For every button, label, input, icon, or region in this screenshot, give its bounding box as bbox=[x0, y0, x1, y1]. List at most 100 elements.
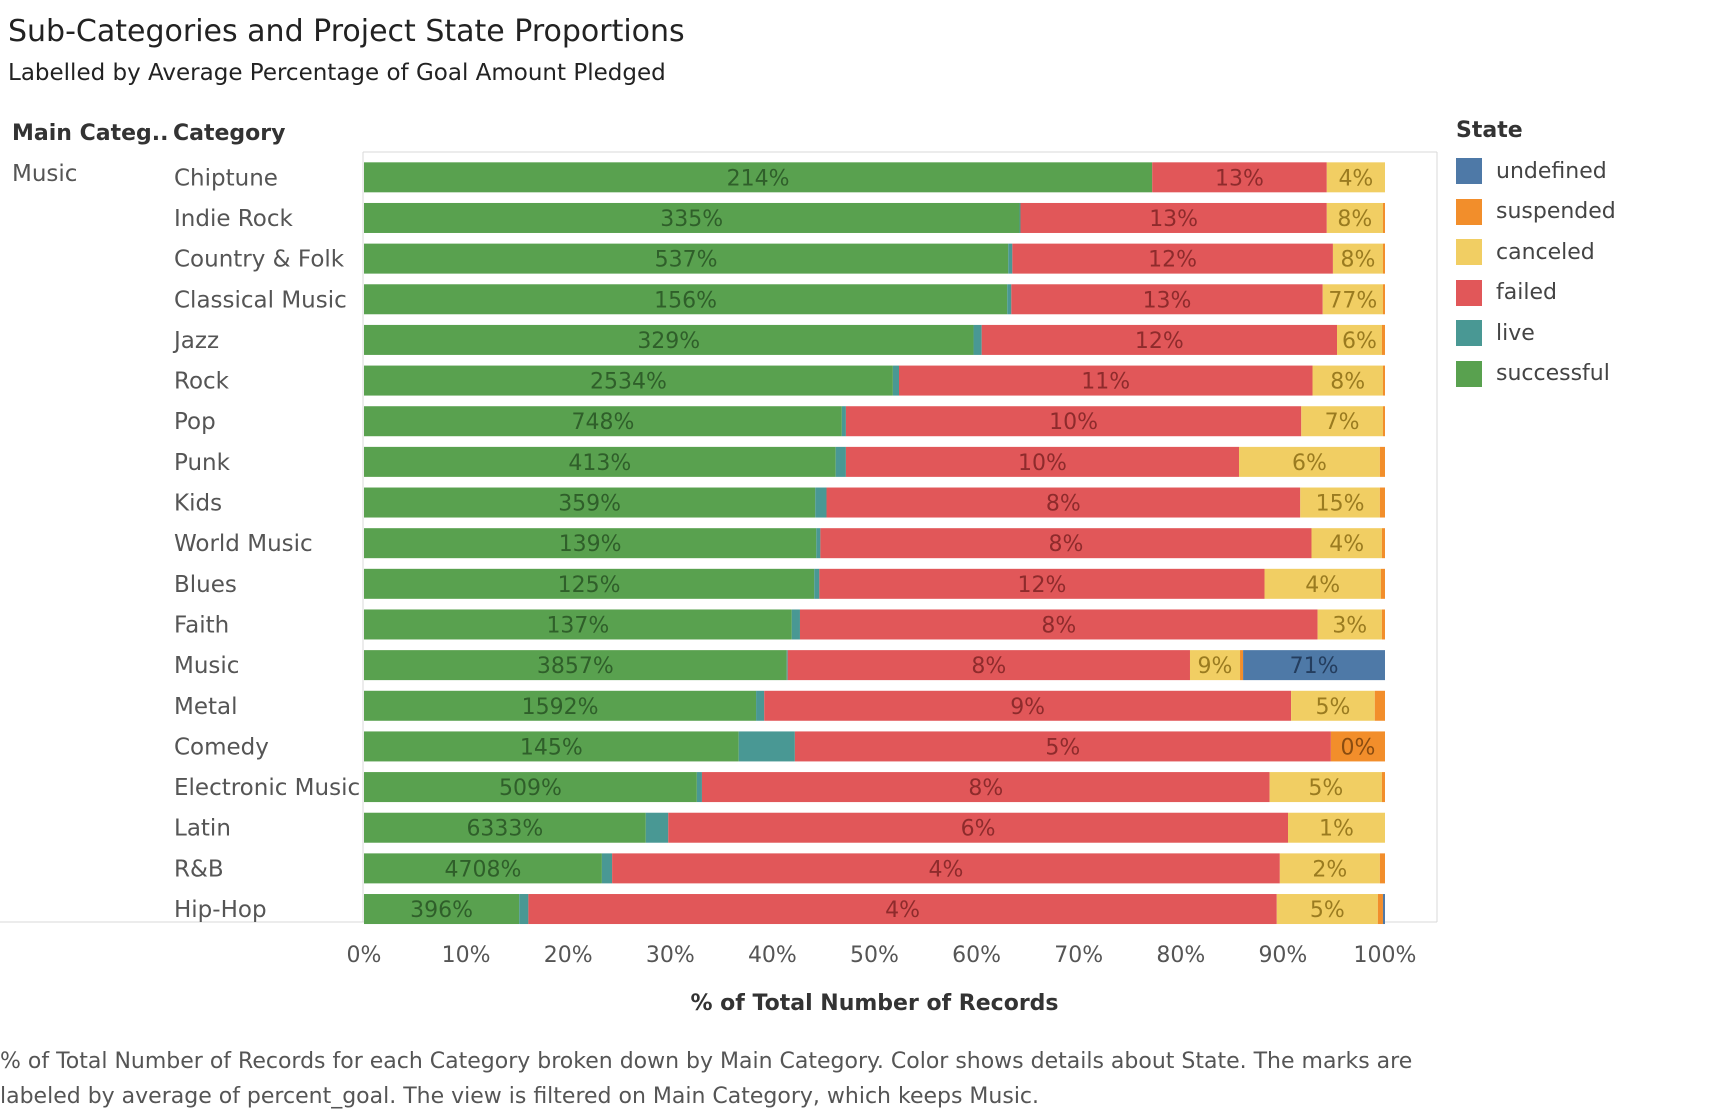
bar-segment-live bbox=[696, 772, 702, 803]
x-tick-label: 60% bbox=[952, 943, 1001, 968]
bar-label-successful: 137% bbox=[546, 613, 609, 638]
legend-item-failed[interactable]: failed bbox=[1456, 273, 1616, 314]
bar-segment-failed bbox=[787, 650, 1190, 681]
bar-label-canceled: 3% bbox=[1332, 613, 1367, 638]
bar-segment-canceled bbox=[1326, 202, 1383, 233]
category-label: R&B bbox=[174, 856, 224, 882]
bar-segment-failed bbox=[1012, 243, 1333, 274]
bar-segment-suspended bbox=[1382, 365, 1385, 396]
bar-segment-suspended bbox=[1382, 284, 1385, 315]
bar-label-failed: 13% bbox=[1215, 166, 1264, 191]
bar-segment-failed bbox=[1152, 162, 1327, 193]
bar-segment-successful bbox=[364, 568, 815, 599]
bar-label-canceled: 5% bbox=[1308, 776, 1343, 801]
bar-segment-live bbox=[1008, 243, 1013, 274]
bar-label-failed: 13% bbox=[1149, 207, 1198, 232]
bar-label-successful: 6333% bbox=[466, 817, 543, 842]
bar-segment-successful bbox=[364, 162, 1153, 193]
bar-label-canceled: 8% bbox=[1330, 370, 1365, 395]
category-label: Metal bbox=[174, 694, 238, 720]
bar-segment-suspended bbox=[1374, 690, 1385, 721]
bar-segment-suspended bbox=[1382, 243, 1385, 274]
bar-segment-canceled bbox=[1337, 324, 1382, 355]
legend-title: State bbox=[1456, 118, 1523, 143]
category-label: Latin bbox=[174, 816, 231, 842]
bar-segment-canceled bbox=[1322, 284, 1383, 315]
legend-item-live[interactable]: live bbox=[1456, 313, 1616, 354]
legend-label-undefined: undefined bbox=[1496, 158, 1607, 184]
bar-label-failed: 12% bbox=[1148, 248, 1197, 273]
bar-segment-suspended bbox=[1330, 731, 1385, 762]
bar-segment-canceled bbox=[1264, 568, 1381, 599]
bar-label-canceled: 5% bbox=[1315, 695, 1350, 720]
bar-label-successful: 413% bbox=[568, 451, 631, 476]
bar-label-failed: 13% bbox=[1143, 288, 1192, 313]
bar-label-successful: 145% bbox=[520, 735, 583, 760]
bar-label-canceled: 4% bbox=[1305, 573, 1340, 598]
bar-label-failed: 5% bbox=[1045, 735, 1080, 760]
bar-segment-canceled bbox=[1189, 650, 1241, 681]
bar-label-failed: 6% bbox=[961, 817, 996, 842]
category-label: Country & Folk bbox=[174, 247, 345, 273]
category-label: Comedy bbox=[174, 734, 269, 760]
legend-label-live: live bbox=[1496, 320, 1535, 346]
bar-label-failed: 12% bbox=[1017, 573, 1066, 598]
category-label: Punk bbox=[174, 450, 231, 476]
bar-segment-live bbox=[519, 894, 529, 925]
bar-segment-successful bbox=[364, 487, 816, 518]
main-category-header[interactable]: Main Categ.. bbox=[12, 121, 169, 146]
bar-segment-successful bbox=[364, 650, 787, 681]
bar-label-successful: 2534% bbox=[590, 370, 667, 395]
bar-segment-successful bbox=[364, 812, 646, 843]
bar-label-successful: 1592% bbox=[522, 695, 599, 720]
legend-swatch-suspended bbox=[1456, 198, 1482, 225]
bar-segment-failed bbox=[820, 528, 1312, 559]
legend-item-undefined[interactable]: undefined bbox=[1456, 151, 1616, 192]
bar-label-failed: 4% bbox=[885, 898, 920, 923]
bar-segment-live bbox=[791, 609, 800, 640]
bar-segment-failed bbox=[845, 406, 1302, 437]
category-label: Music bbox=[174, 653, 239, 679]
bar-segment-failed bbox=[981, 324, 1338, 355]
bar-segment-failed bbox=[668, 812, 1289, 843]
bar-segment-canceled bbox=[1317, 609, 1382, 640]
chart-subtitle: Labelled by Average Percentage of Goal A… bbox=[8, 60, 666, 86]
bar-segment-successful bbox=[364, 365, 893, 396]
bar-label-failed: 8% bbox=[1041, 613, 1076, 638]
legend-item-successful[interactable]: successful bbox=[1456, 354, 1616, 395]
bar-label-successful: 359% bbox=[558, 492, 621, 517]
bar-segment-suspended bbox=[1379, 446, 1385, 477]
bar-segment-suspended bbox=[1379, 487, 1385, 518]
bar-segment-failed bbox=[845, 446, 1239, 477]
bar-segment-undefined bbox=[1382, 894, 1385, 925]
bar-label-failed: 10% bbox=[1018, 451, 1067, 476]
bar-segment-canceled bbox=[1300, 487, 1380, 518]
bar-label-successful: 509% bbox=[499, 776, 562, 801]
legend-item-suspended[interactable]: suspended bbox=[1456, 192, 1616, 233]
bar-segment-live bbox=[973, 324, 982, 355]
category-label: Blues bbox=[174, 572, 237, 598]
caption: % of Total Number of Records for each Ca… bbox=[0, 1049, 1413, 1109]
x-tick-label: 40% bbox=[748, 943, 797, 968]
category-label: Jazz bbox=[172, 328, 219, 354]
bar-label-successful: 335% bbox=[660, 207, 723, 232]
category-header[interactable]: Category bbox=[173, 121, 286, 146]
bar-segment-failed bbox=[794, 731, 1331, 762]
legend-label-failed: failed bbox=[1496, 280, 1557, 306]
legend-label-suspended: suspended bbox=[1496, 199, 1616, 225]
bar-label-successful: 139% bbox=[559, 532, 622, 557]
bar-label-canceled: 15% bbox=[1316, 492, 1365, 517]
legend-items: undefined suspended canceled failed live succ… bbox=[1456, 151, 1616, 394]
x-tick-label: 20% bbox=[544, 943, 593, 968]
legend: State undefined suspended canceled failed li… bbox=[1456, 118, 1616, 394]
bar-segment-canceled bbox=[1332, 243, 1383, 274]
chart-title: Sub-Categories and Project State Proport… bbox=[8, 14, 685, 49]
bar-segment-canceled bbox=[1301, 406, 1383, 437]
bar-segment-suspended bbox=[1381, 609, 1385, 640]
bar-label-canceled: 77% bbox=[1328, 288, 1377, 313]
bar-segment-failed bbox=[1011, 284, 1323, 315]
bar-segment-live bbox=[814, 568, 820, 599]
bar-label-failed: 8% bbox=[1048, 532, 1083, 557]
bar-segment-successful bbox=[364, 853, 602, 884]
legend-item-canceled[interactable]: canceled bbox=[1456, 232, 1616, 273]
